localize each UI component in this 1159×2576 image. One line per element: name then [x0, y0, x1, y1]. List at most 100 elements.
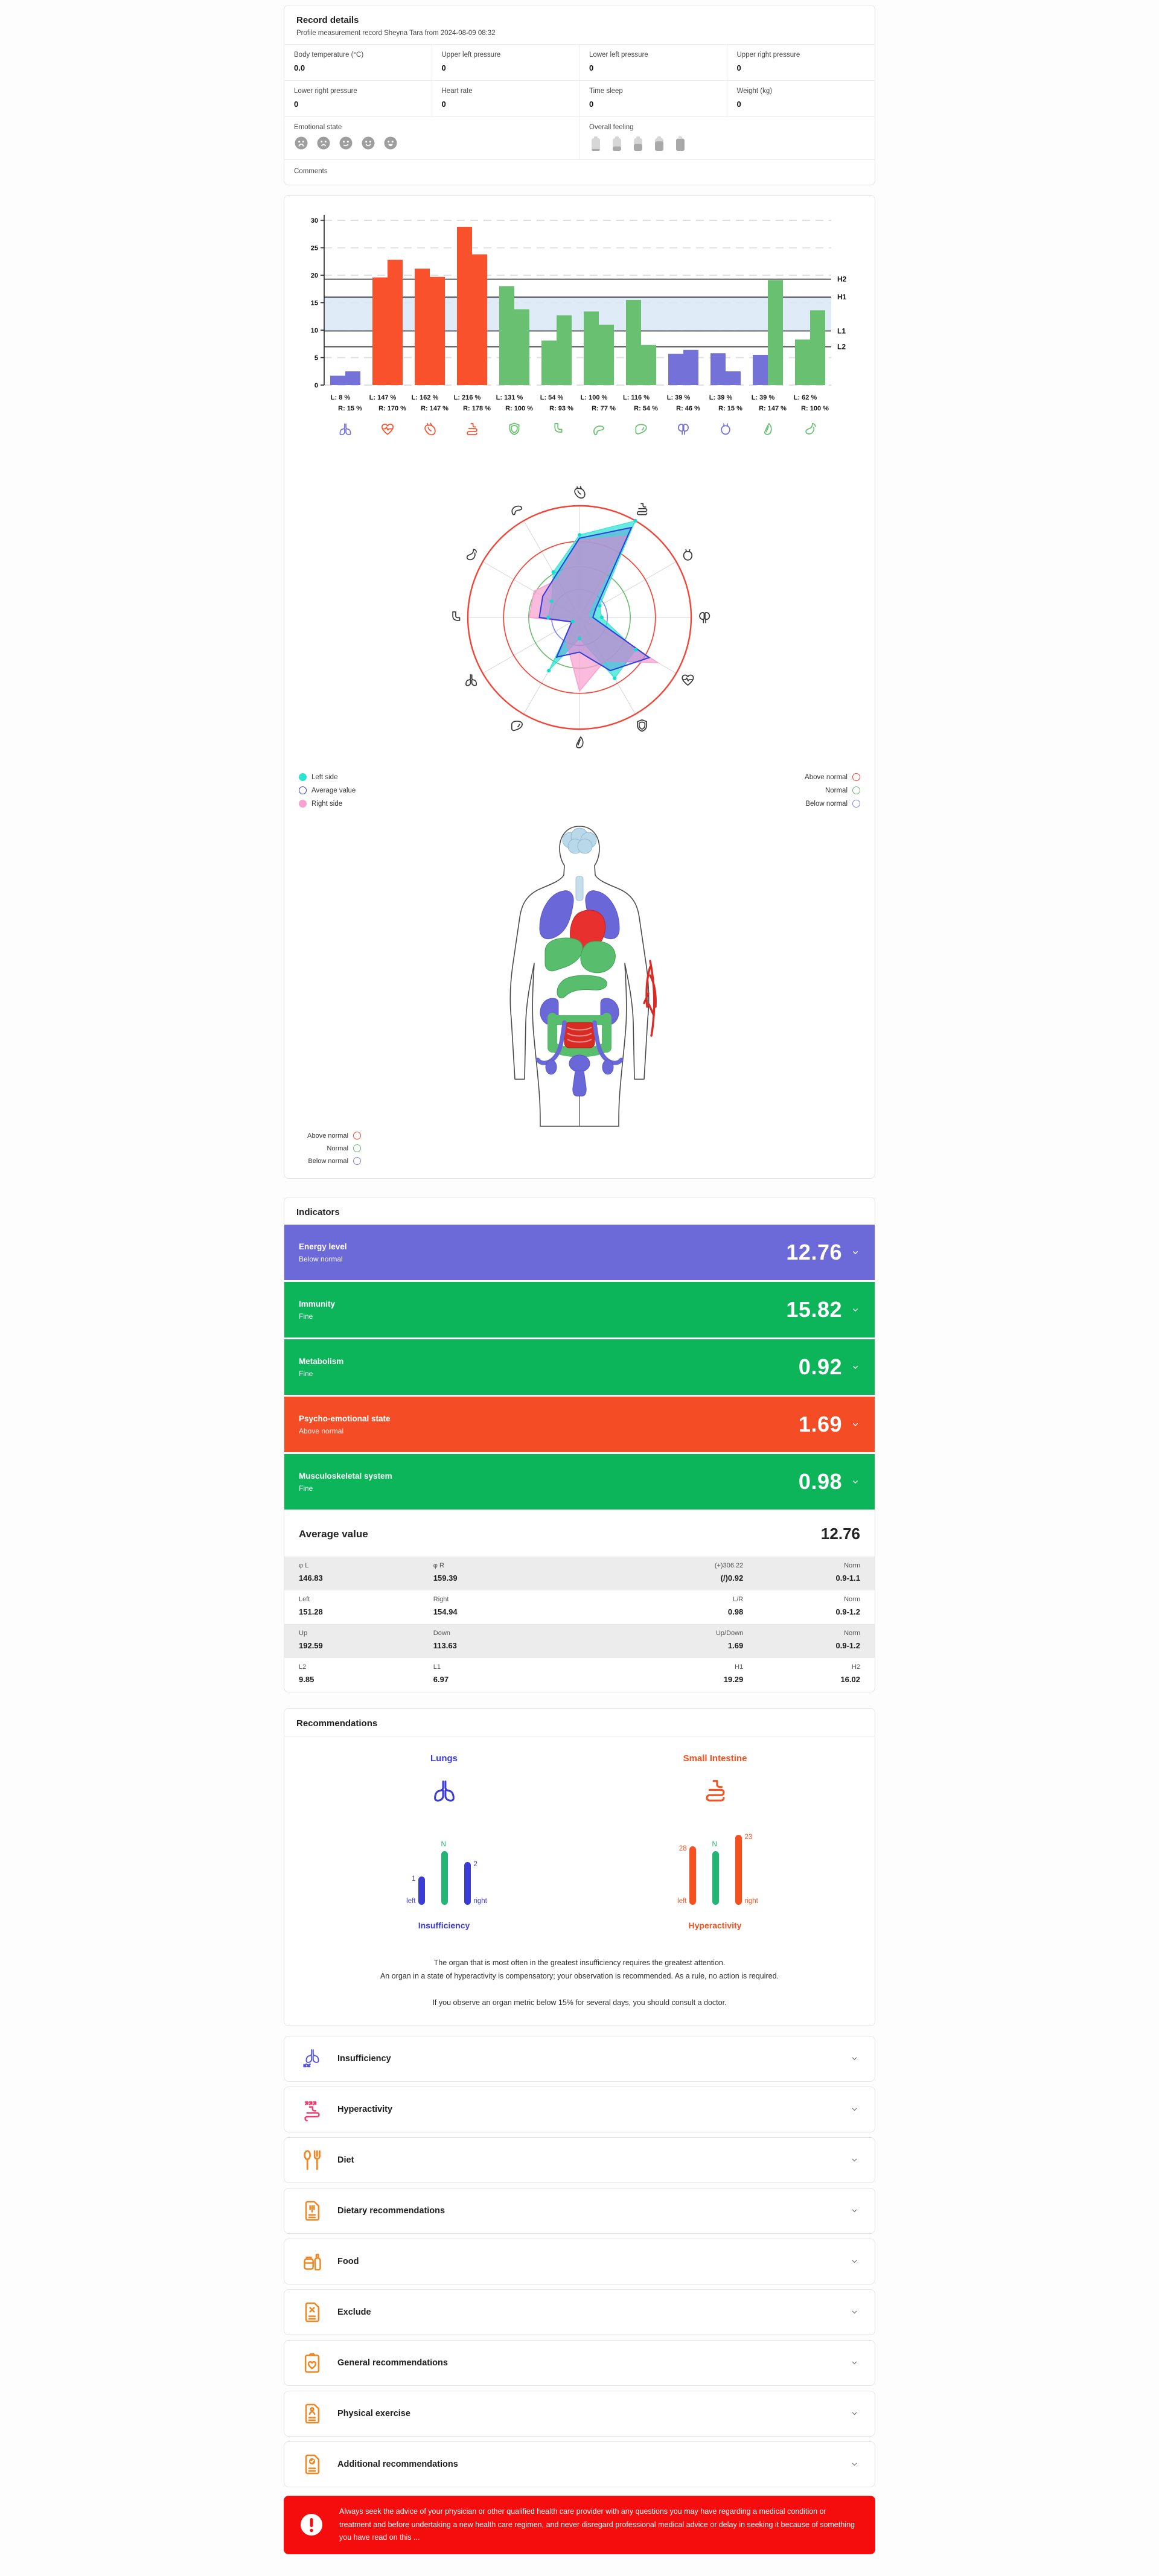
accordion-row-additional-recommendations[interactable]: Additional recommendations [284, 2441, 875, 2487]
heart-pulse-icon [682, 674, 694, 686]
accordion-row-hyperactivity[interactable]: Hyperactivity [284, 2086, 875, 2132]
intestine-up-icon [300, 2097, 324, 2122]
small-intestine-icon [467, 422, 477, 435]
indicator-row[interactable]: Psycho-emotional state Above normal 1.69 [284, 1397, 875, 1452]
comments-field[interactable]: Comments [294, 168, 328, 175]
accordion-row-insufficiency[interactable]: Insufficiency [284, 2035, 875, 2082]
battery-level-2-icon[interactable] [610, 136, 624, 151]
above-normal-swatch [353, 1132, 361, 1140]
chevron-down-icon[interactable] [851, 1477, 860, 1487]
field-time-sleep: Time sleep 0 [580, 81, 727, 117]
charts-card: 0 5 10 15 20 25 30 H2 H1 L1 L2 L: 8 % R: 15 % L: 147 … [284, 195, 875, 1179]
indicators-title: Indicators [296, 1207, 340, 1217]
emotion-neutral-icon[interactable] [339, 136, 353, 150]
bar-right-pancreas [599, 324, 614, 385]
insufficiency-mini-chart: 1 N 2 left right [399, 1825, 490, 1905]
recommendation-notes: The organ that is most often in the grea… [380, 1959, 779, 2007]
battery-level-4-icon[interactable] [653, 136, 666, 151]
mini-right-text: right [744, 1898, 758, 1905]
organ-name: Lungs [430, 1753, 458, 1764]
bar-right-lungs [345, 371, 360, 385]
bladder-icon [683, 549, 693, 561]
chevron-down-icon[interactable] [851, 1248, 860, 1257]
radar-average [538, 526, 651, 672]
mini-left-value: 28 [678, 1845, 687, 1852]
chevron-down-icon[interactable] [850, 2460, 859, 2469]
indicator-row[interactable]: Energy level Below normal 12.76 [284, 1225, 875, 1280]
overall-feeling-batteries[interactable] [589, 136, 865, 151]
battery-level-3-icon[interactable] [631, 136, 645, 151]
accordion-row-general-recommendations[interactable]: General recommendations [284, 2339, 875, 2386]
chevron-down-icon[interactable] [851, 1305, 860, 1315]
field-weight: Weight (kg) 0 [727, 81, 875, 117]
accordion-row-exclude[interactable]: Exclude [284, 2289, 875, 2335]
accordion-row-dietary-recommendations[interactable]: Dietary recommendations [284, 2187, 875, 2234]
pancreas-icon [593, 426, 604, 435]
mini-right-value: 23 [744, 1834, 753, 1841]
chevron-down-icon[interactable] [851, 1362, 860, 1372]
average-table: φ L 146.83 φ R 159.39 (+)306.22 (/)0.92 Nor… [284, 1557, 875, 1692]
accordion-row-food[interactable]: Food [284, 2238, 875, 2284]
emotion-very-sad-icon[interactable] [294, 136, 308, 150]
organ-caption: Insufficiency [418, 1921, 470, 1930]
svg-text:L1: L1 [837, 327, 846, 335]
overall-feeling-field: Overall feeling [580, 117, 875, 160]
field-heart-rate: Heart rate 0 [432, 81, 580, 117]
accordion-row-diet[interactable]: Diet [284, 2137, 875, 2183]
chevron-down-icon[interactable] [850, 2054, 859, 2063]
mini-left-text: left [406, 1898, 416, 1905]
bar-right-heart-pulse [388, 260, 403, 385]
record-fields-grid: Body temperature (°C) 0.0 Upper left pres… [284, 44, 875, 160]
svg-text:L: 162 %: L: 162 % [412, 394, 439, 401]
profile-measurement-page: Record details Profile measurement recor… [284, 0, 875, 2576]
bar-left-shield [499, 286, 514, 385]
accordion-row-physical-exercise[interactable]: Physical exercise [284, 2390, 875, 2437]
chevron-down-icon[interactable] [850, 2257, 859, 2266]
field-body-temperature: Body temperature (°C) 0.0 [284, 45, 432, 81]
chevron-down-icon[interactable] [851, 1420, 860, 1429]
bar-left-heart-pulse [372, 277, 388, 385]
svg-text:R: 178 %: R: 178 % [463, 405, 491, 412]
body-legend-below-normal: Below normal [299, 1157, 860, 1165]
indicator-row[interactable]: Immunity Fine 15.82 [284, 1282, 875, 1337]
radar-legend: Left side Average value Right side Above… [296, 765, 863, 808]
recommendations-title: Recommendations [296, 1718, 378, 1729]
emotional-state-faces[interactable] [294, 136, 569, 150]
battery-level-1-icon[interactable] [589, 136, 602, 151]
svg-text:R: 170 %: R: 170 % [378, 405, 406, 412]
small-intestine-icon [636, 503, 648, 515]
food-jars-icon [300, 2249, 324, 2274]
svg-text:H1: H1 [837, 293, 847, 301]
chevron-down-icon[interactable] [850, 2155, 859, 2164]
mini-right-value: 2 [473, 1861, 477, 1868]
emotion-very-happy-icon[interactable] [383, 136, 398, 150]
organ-bar-chart: 0 5 10 15 20 25 30 H2 H1 L1 L2 L: 8 % R: 15 % L: 147 … [311, 214, 847, 436]
small-intestine-icon [701, 1777, 729, 1805]
liver-icon [511, 720, 523, 732]
liver-icon [635, 424, 647, 435]
organ-radar-chart [452, 486, 710, 748]
chevron-down-icon[interactable] [850, 2105, 859, 2114]
svg-text:R: 147 %: R: 147 % [421, 405, 449, 412]
chevron-down-icon[interactable] [850, 2307, 859, 2316]
chevron-down-icon[interactable] [850, 2409, 859, 2418]
exclamation-icon [301, 2514, 322, 2536]
mini-norm-label: N [712, 1841, 717, 1848]
body-organ-map [509, 826, 657, 1127]
average-value: 12.76 [820, 1525, 860, 1543]
table-row: L2 9.85 L1 6.97 H1 19.29 H2 16.02 [299, 1663, 860, 1684]
svg-text:R: 15 %: R: 15 % [718, 405, 742, 412]
insufficiency-organ-block: Lungs 1 N 2 left right Insufficiency [354, 1753, 535, 1930]
kidneys-icon [678, 424, 689, 435]
indicator-row[interactable]: Metabolism Fine 0.92 [284, 1339, 875, 1395]
document-x-icon [300, 2300, 324, 2324]
chevron-down-icon[interactable] [850, 2358, 859, 2367]
svg-text:R: 54 %: R: 54 % [634, 405, 658, 412]
indicator-row[interactable]: Musculoskeletal system Fine 0.98 [284, 1454, 875, 1510]
emotion-happy-icon[interactable] [361, 136, 375, 150]
left-side-swatch [299, 773, 307, 781]
battery-level-5-icon[interactable] [674, 136, 687, 151]
bar-right-small-intestine [472, 254, 487, 385]
chevron-down-icon[interactable] [850, 2206, 859, 2215]
emotion-sad-icon[interactable] [316, 136, 331, 150]
